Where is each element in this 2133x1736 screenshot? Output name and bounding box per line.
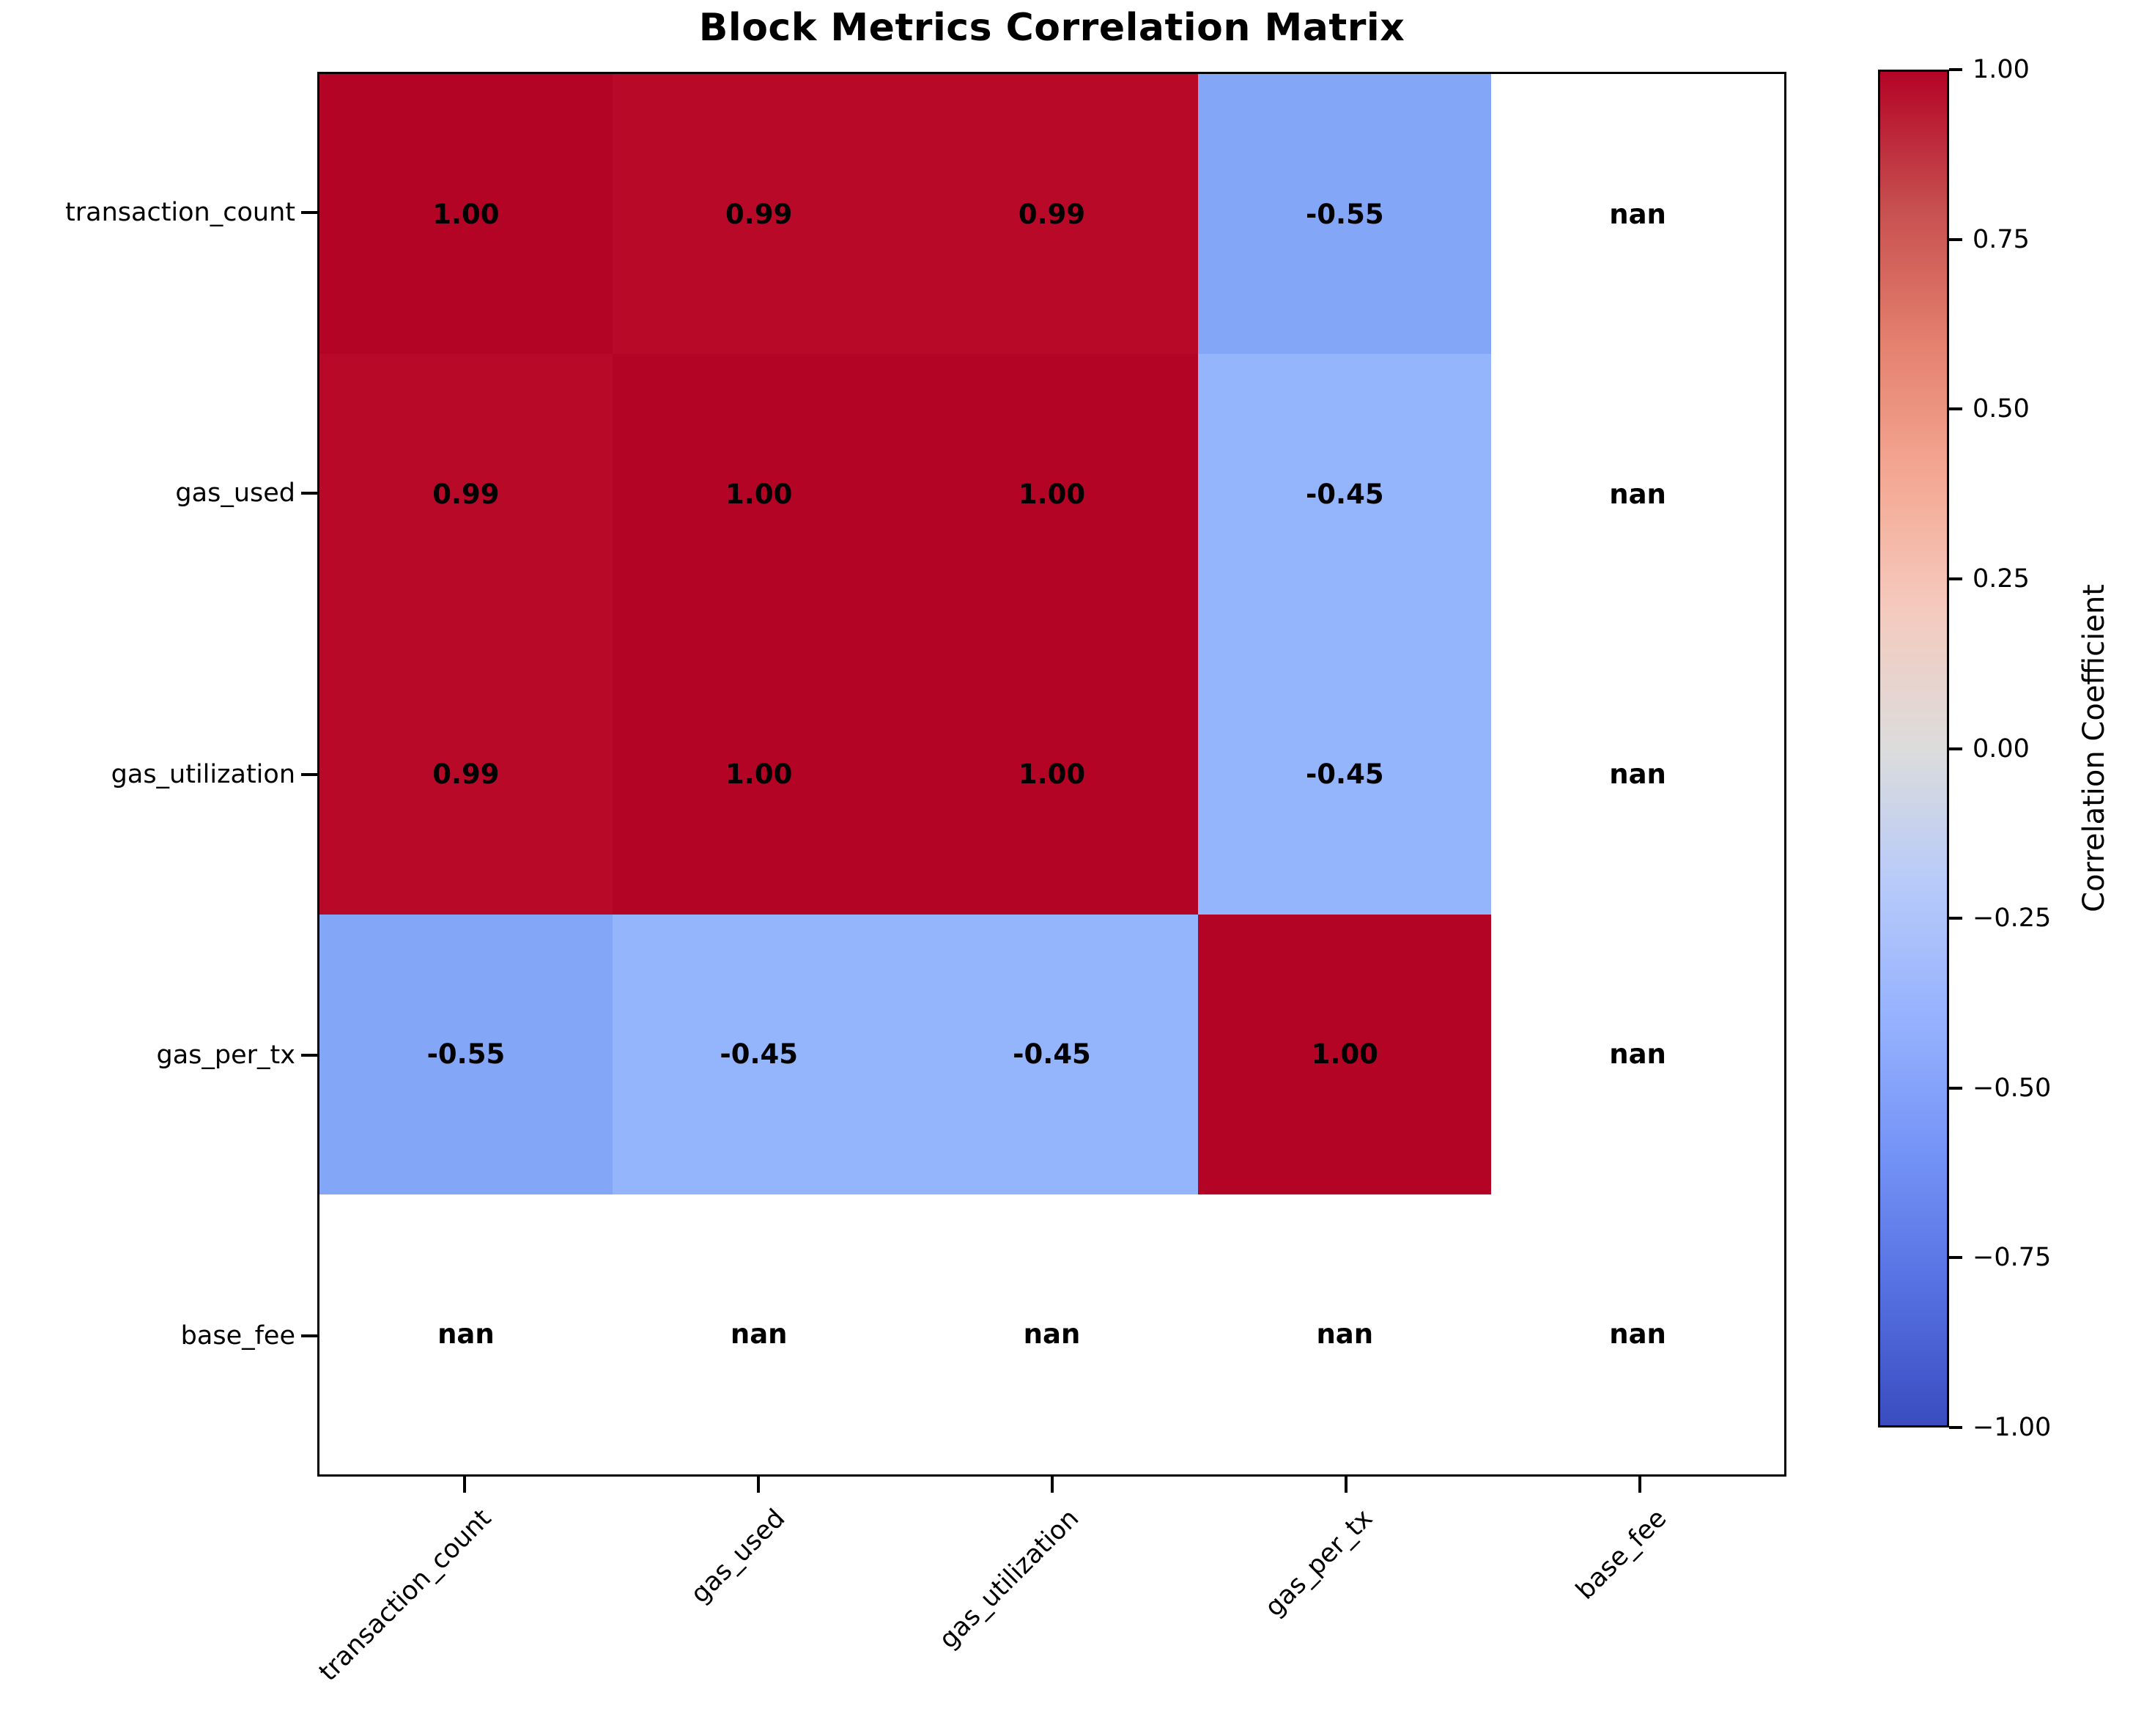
- x-tick-label: base_fee: [1570, 1504, 1672, 1606]
- colorbar-tick-label: −1.00: [1973, 1413, 2052, 1442]
- y-tick-mark: [301, 492, 317, 495]
- y-tick-mark: [301, 210, 317, 214]
- x-tick-label: transaction_count: [313, 1504, 497, 1688]
- heatmap-axes: 1.00 0.99 0.99 -0.55 nan 0.99 1.00 1.00 -0.45 nan…: [317, 72, 1786, 1477]
- colorbar-tick-mark: [1949, 68, 1962, 71]
- colorbar-tick-mark: [1949, 747, 1962, 750]
- y-tick-label: base_fee: [180, 1321, 295, 1351]
- colorbar-tick-label: 0.00: [1973, 734, 2030, 764]
- heatmap-cell: nan: [319, 1194, 613, 1474]
- colorbar-tick-mark: [1949, 1426, 1962, 1429]
- chart-title: Block Metrics Correlation Matrix: [698, 6, 1405, 50]
- x-tick-mark: [1050, 1477, 1054, 1493]
- heatmap-cell: -0.55: [1198, 74, 1492, 355]
- heatmap-cell: 1.00: [612, 634, 906, 915]
- y-tick-label: gas_per_tx: [156, 1040, 295, 1070]
- x-tick-mark: [756, 1477, 760, 1493]
- heatmap-cell: 0.99: [905, 74, 1199, 355]
- y-tick-mark: [301, 772, 317, 776]
- x-tick-label: gas_utilization: [933, 1504, 1084, 1655]
- y-tick-mark: [301, 1334, 317, 1338]
- colorbar-tick-mark: [1949, 407, 1962, 411]
- colorbar-label: Correlation Coefficient: [2077, 584, 2111, 912]
- heatmap-cell: -0.45: [905, 914, 1199, 1194]
- heatmap-cell: 0.99: [319, 354, 613, 635]
- colorbar-tick-mark: [1949, 577, 1962, 580]
- x-tick-label: gas_used: [684, 1504, 791, 1609]
- heatmap-cell: -0.45: [1198, 354, 1492, 635]
- y-tick-mark: [301, 1053, 317, 1057]
- y-tick-label: transaction_count: [65, 197, 295, 227]
- heatmap-cell: nan: [1491, 1194, 1784, 1474]
- heatmap-cell: 1.00: [1198, 914, 1492, 1194]
- colorbar-tick-label: 0.25: [1973, 564, 2030, 594]
- colorbar-tick-mark: [1949, 1256, 1962, 1260]
- colorbar-gradient: [1878, 70, 1949, 1427]
- heatmap-cell: nan: [1491, 354, 1784, 635]
- heatmap-cell: nan: [612, 1194, 906, 1474]
- heatmap-cell: 1.00: [319, 74, 613, 355]
- x-tick-label: gas_per_tx: [1259, 1504, 1378, 1623]
- heatmap-cell: nan: [905, 1194, 1199, 1474]
- y-tick-label: gas_utilization: [111, 759, 295, 789]
- heatmap-cell: -0.45: [1198, 634, 1492, 915]
- heatmap-cell: nan: [1491, 634, 1784, 915]
- heatmap-cell: 0.99: [612, 74, 906, 355]
- colorbar-tick-mark: [1949, 917, 1962, 920]
- heatmap-cell: nan: [1491, 914, 1784, 1194]
- colorbar-tick-label: 1.00: [1973, 55, 2030, 84]
- heatmap-cell: nan: [1198, 1194, 1492, 1474]
- colorbar-tick-label: 0.50: [1973, 394, 2030, 424]
- colorbar-tick-label: 0.75: [1973, 224, 2030, 254]
- colorbar-tick-label: −0.50: [1973, 1073, 2052, 1103]
- heatmap-cell: -0.55: [319, 914, 613, 1194]
- x-tick-mark: [462, 1477, 466, 1493]
- heatmap-cell: 1.00: [612, 354, 906, 635]
- colorbar-tick-label: −0.25: [1973, 904, 2052, 934]
- colorbar-tick-mark: [1949, 237, 1962, 241]
- colorbar-tick-mark: [1949, 1086, 1962, 1090]
- heatmap-cell: 1.00: [905, 354, 1199, 635]
- colorbar-tick-label: −0.75: [1973, 1243, 2052, 1273]
- heatmap-cell: 0.99: [319, 634, 613, 915]
- x-tick-mark: [1638, 1477, 1641, 1493]
- heatmap-cell: -0.45: [612, 914, 906, 1194]
- heatmap-cell: 1.00: [905, 634, 1199, 915]
- heatmap-cell: nan: [1491, 74, 1784, 355]
- x-tick-mark: [1344, 1477, 1348, 1493]
- y-tick-label: gas_used: [175, 479, 295, 509]
